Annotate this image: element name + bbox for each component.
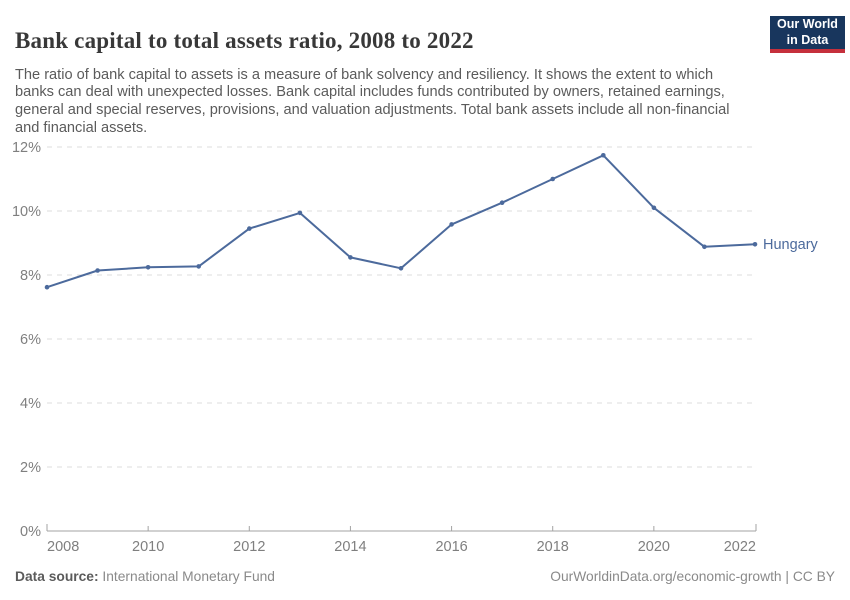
y-axis-tick-label: 4%	[20, 396, 41, 412]
page-title: Bank capital to total assets ratio, 2008…	[15, 28, 474, 54]
data-source: Data source: International Monetary Fund	[15, 569, 275, 584]
chart-subtitle: The ratio of bank capital to assets is a…	[15, 66, 730, 136]
data-point-2014[interactable]	[348, 255, 353, 260]
x-axis-tick-label: 2008	[47, 539, 79, 555]
data-point-2012[interactable]	[247, 226, 252, 231]
entity-label-hungary[interactable]: Hungary	[763, 237, 819, 253]
data-point-2016[interactable]	[449, 222, 454, 227]
x-axis-tick-label: 2014	[334, 539, 366, 555]
data-point-2015[interactable]	[398, 266, 404, 271]
data-point-2009[interactable]	[95, 268, 100, 273]
y-axis-tick-label: 8%	[20, 268, 41, 284]
x-axis-tick-label: 2010	[132, 539, 164, 555]
x-axis-tick-label: 2012	[233, 539, 265, 555]
data-point-2010[interactable]	[145, 265, 151, 270]
x-axis-tick-label: 2020	[638, 539, 670, 555]
x-axis-tick-label: 2022	[724, 539, 756, 555]
data-source-value: International Monetary Fund	[98, 569, 275, 584]
data-point-2020[interactable]	[651, 205, 657, 211]
data-point-2022[interactable]	[752, 242, 758, 247]
owid-url-link[interactable]: OurWorldinData.org/economic-growth | CC …	[550, 569, 835, 584]
logo-line-1: Our World	[777, 16, 838, 31]
logo-line-2: in Data	[786, 32, 829, 47]
data-point-2018[interactable]	[550, 176, 555, 182]
data-source-label: Data source:	[15, 569, 99, 584]
owid-logo[interactable]: Our World in Data	[770, 16, 845, 53]
data-point-2011[interactable]	[196, 264, 201, 269]
data-point-2021[interactable]	[702, 244, 707, 250]
y-axis-tick-label: 2%	[20, 460, 41, 476]
y-axis-tick-label: 6%	[20, 332, 41, 348]
y-axis-tick-label: 10%	[12, 204, 41, 220]
data-point-2013[interactable]	[297, 210, 303, 216]
y-axis-tick-label: 0%	[20, 524, 41, 540]
y-axis-tick-label: 12%	[12, 140, 41, 156]
data-point-2019[interactable]	[601, 153, 606, 158]
data-point-2017[interactable]	[499, 200, 505, 205]
x-axis-tick-label: 2018	[537, 539, 569, 555]
x-axis-tick-label: 2016	[435, 539, 467, 555]
chart-footer: Data source: International Monetary Fund…	[15, 569, 835, 584]
data-point-2008[interactable]	[44, 284, 50, 290]
